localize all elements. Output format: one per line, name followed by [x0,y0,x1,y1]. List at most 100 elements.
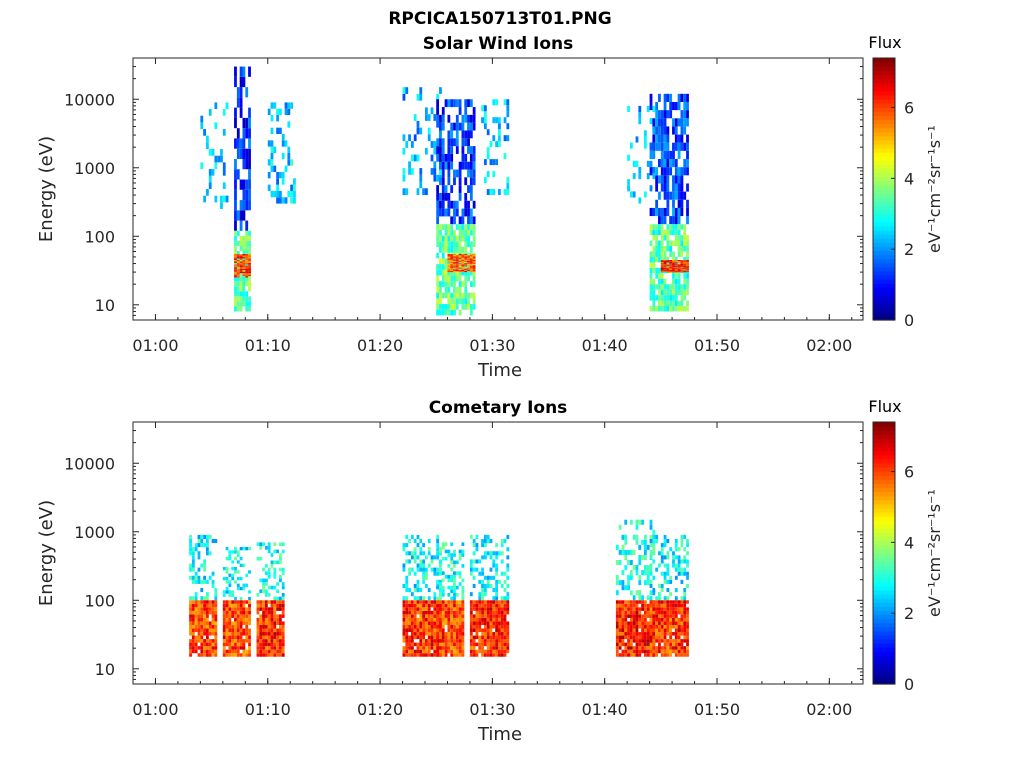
flux-cell [469,621,473,625]
flux-cell [234,607,237,611]
flux-cell [239,261,243,263]
flux-cell [627,179,630,186]
flux-cell [450,292,454,299]
flux-cell [236,281,240,287]
flux-cell [234,235,237,241]
flux-cell [683,101,687,111]
flux-cell [427,538,431,544]
flux-cell [444,275,448,282]
flux-cell [276,560,279,565]
flux-cell [461,260,465,262]
x-tick-label: 01:50 [694,336,740,355]
flux-cell [469,185,473,193]
flux-cell [413,603,417,608]
flux-cell [660,271,664,273]
flux-cell [405,617,409,622]
flux-cell [489,628,493,633]
flux-cell [498,614,501,618]
flux-cell [450,578,454,583]
flux-cell [279,171,282,179]
flux-cell [441,600,445,604]
flux-cell [402,168,406,175]
flux-cell [489,551,493,556]
flux-cell [663,534,667,539]
flux-cell [441,275,445,282]
flux-cell [464,264,468,270]
flux-cell [455,610,459,615]
colorbar-segment [873,667,895,673]
flux-cell [683,624,687,629]
flux-cell [436,309,440,316]
colorbar-segment [873,279,895,284]
flux-cell [197,600,201,604]
flux-cell [669,240,673,247]
flux-cell [402,600,406,604]
flux-cell [683,246,687,252]
flux-cell [197,551,201,556]
flux-cell [441,639,445,643]
flux-cell [663,300,667,306]
flux-cell [206,592,209,597]
flux-cell [489,575,493,580]
flux-cell [475,603,479,608]
flux-cell [242,268,246,271]
flux-cell [458,265,462,267]
flux-cell [419,607,423,611]
flux-cell [206,632,209,636]
flux-cell [447,603,451,608]
colorbar-segment [873,152,895,157]
flux-cell [189,646,192,650]
flux-cell [683,261,687,263]
flux-cell [225,590,229,594]
flux-cell [447,267,451,269]
flux-cell [458,99,462,108]
flux-cell [267,600,271,604]
flux-cell [472,624,476,629]
flux-cell [658,289,661,296]
flux-cell [666,266,670,268]
flux-cell [402,610,406,615]
flux-cell [495,610,498,615]
flux-cell [674,567,678,572]
flux-cell [248,179,251,190]
flux-cell [402,607,406,611]
flux-cell [436,224,440,230]
flux-cell [453,553,456,557]
flux-cell [256,610,260,615]
flux-cell [436,617,440,622]
flux-cell [467,265,470,267]
flux-cell [234,273,237,275]
flux-cell [236,291,240,297]
flux-cell [481,607,484,611]
flux-cell [469,267,473,269]
flux-cell [475,547,479,552]
flux-cell [402,567,406,572]
flux-cell [663,632,667,636]
flux-cell [615,607,619,611]
flux-cell [483,653,487,657]
flux-cell [203,617,206,622]
flux-cell [203,610,206,615]
flux-cell [467,161,470,170]
flux-cell [447,607,451,611]
flux-cell [683,273,687,279]
flux-cell [663,159,667,168]
flux-cell [441,122,445,131]
flux-cell [660,263,664,265]
flux-cell [453,257,456,259]
flux-cell [281,635,285,640]
flux-cell [276,632,279,636]
flux-cell [267,567,271,572]
flux-cell [660,646,664,650]
flux-cell [461,589,465,594]
flux-cell [475,600,479,604]
flux-cell [506,534,510,539]
flux-cell [461,263,465,265]
flux-cell [276,600,279,604]
flux-cell [270,632,274,636]
flux-cell [270,165,274,172]
flux-cell [273,600,277,604]
flux-cell [489,600,493,604]
flux-cell [677,224,681,230]
flux-cell [492,614,496,618]
